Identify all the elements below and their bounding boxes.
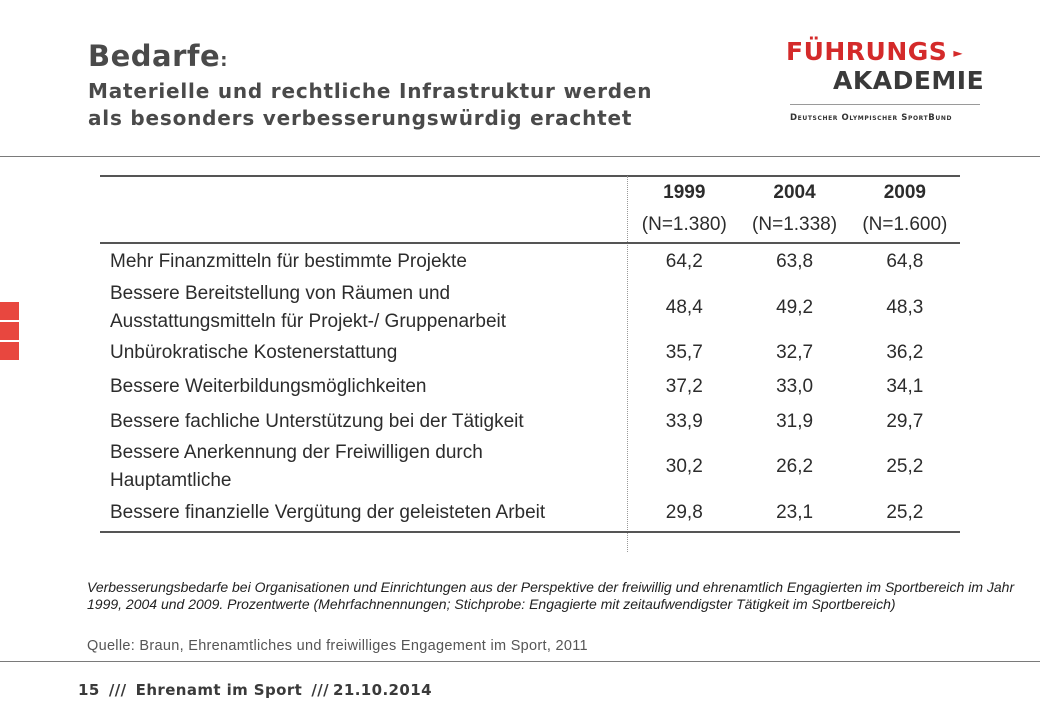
row-value: 31,9 (776, 410, 814, 432)
row-value: 48,4 (665, 297, 703, 318)
row-value: 64,8 (886, 251, 924, 272)
source-citation: Quelle: Braun, Ehrenamtliches und freiwi… (87, 638, 588, 654)
sample-size: (N=1.380) (629, 208, 740, 244)
arrow-right-icon: ► (953, 46, 964, 60)
footer-separator: /// (311, 681, 330, 699)
row-value: 33,9 (665, 410, 703, 432)
row-label: Bessere Bereitstellung von Räumen und (110, 283, 451, 304)
row-label: Bessere Anerkennung der Freiwilligen dur… (110, 442, 483, 463)
side-square (0, 302, 19, 320)
table-header-row: 1999 2004 2009 (100, 176, 960, 208)
footer-topic: Ehrenamt im Sport (135, 681, 303, 699)
row-value: 30,2 (665, 456, 703, 477)
year-header: 1999 (663, 182, 706, 203)
row-value: 64,2 (665, 251, 703, 272)
row-value: 25,2 (886, 456, 924, 477)
logo-tagline: Deutscher Olympischer SportBund (790, 113, 953, 123)
header-divider (0, 156, 1040, 157)
row-label: Mehr Finanzmitteln für bestimmte Projekt… (110, 251, 467, 272)
row-label: Bessere finanzielle Vergütung der geleis… (110, 502, 546, 523)
table-row: Unbürokratische Kostenerstattung 35,7 32… (100, 336, 960, 370)
logo-line-2: AKADEMIE (833, 66, 985, 95)
table-caption: Verbesserungsbedarfe bei Organisationen … (87, 579, 1015, 612)
title-block: Bedarfe: Materielle und rechtliche Infra… (88, 40, 748, 132)
year-header: 2004 (773, 182, 816, 203)
row-label: Unbürokratische Kostenerstattung (110, 342, 398, 363)
sample-size: (N=1.338) (739, 208, 850, 244)
table-row: Bessere Anerkennung der Freiwilligen dur… (100, 439, 960, 495)
row-value: 29,7 (886, 410, 924, 432)
row-value: 36,2 (886, 342, 924, 363)
table-row: Bessere finanzielle Vergütung der geleis… (100, 495, 960, 533)
table-row: Bessere Weiterbildungsmöglichkeiten 37,2… (100, 370, 960, 404)
fuehrungsakademie-logo: FÜHRUNGS ► AKADEMIE Deutscher Olympischer… (786, 37, 986, 124)
row-value: 35,7 (665, 342, 703, 363)
logo-line-1: FÜHRUNGS (786, 37, 948, 66)
logo-divider (790, 104, 980, 105)
side-decoration (0, 302, 19, 362)
row-value: 49,2 (776, 297, 814, 318)
row-value: 26,2 (776, 456, 814, 477)
row-value: 37,2 (665, 376, 703, 397)
page-title: Bedarfe: (88, 39, 228, 73)
row-value: 48,3 (886, 297, 924, 318)
side-square (0, 342, 19, 360)
row-value: 33,0 (776, 376, 814, 397)
sample-size-row: (N=1.380) (N=1.338) (N=1.600) (100, 208, 960, 244)
footer-date: 21.10.2014 (333, 681, 432, 699)
row-value: 32,7 (776, 342, 814, 363)
row-value: 63,8 (776, 251, 814, 272)
table-row: Bessere fachliche Unterstützung bei der … (100, 404, 960, 439)
row-label: Bessere Weiterbildungsmöglichkeiten (110, 376, 427, 397)
footer: 15 /// Ehrenamt im Sport ///21.10.2014 (78, 681, 432, 699)
subtitle-line-1: Materielle und rechtliche Infrastruktur … (88, 79, 653, 103)
page-subtitle: Materielle und rechtliche Infrastruktur … (88, 78, 748, 132)
survey-table: 1999 2004 2009 (N=1.380) (N=1.338) (N=1.… (100, 176, 960, 533)
row-value: 34,1 (886, 376, 924, 397)
row-label: Bessere fachliche Unterstützung bei der … (110, 410, 524, 432)
footer-separator: /// (108, 681, 127, 699)
side-square (0, 322, 19, 340)
table-row: Bessere Bereitstellung von Räumen und Aus… (100, 280, 960, 336)
page-number: 15 (78, 681, 100, 699)
table-column-divider (627, 176, 628, 552)
row-value: 29,8 (629, 495, 740, 533)
table-row: Mehr Finanzmitteln für bestimmte Projekt… (100, 243, 960, 280)
row-value: 23,1 (739, 495, 850, 533)
footer-divider (0, 661, 1040, 662)
row-label: Hauptamtliche (110, 470, 232, 491)
subtitle-line-2: als besonders verbesserungswürdig eracht… (88, 106, 633, 130)
table-top-rule (100, 175, 960, 177)
row-value: 25,2 (849, 495, 960, 533)
row-label: Ausstattungsmitteln für Projekt-/ Gruppe… (110, 311, 507, 332)
sample-size: (N=1.600) (849, 208, 960, 244)
year-header: 2009 (883, 182, 926, 203)
